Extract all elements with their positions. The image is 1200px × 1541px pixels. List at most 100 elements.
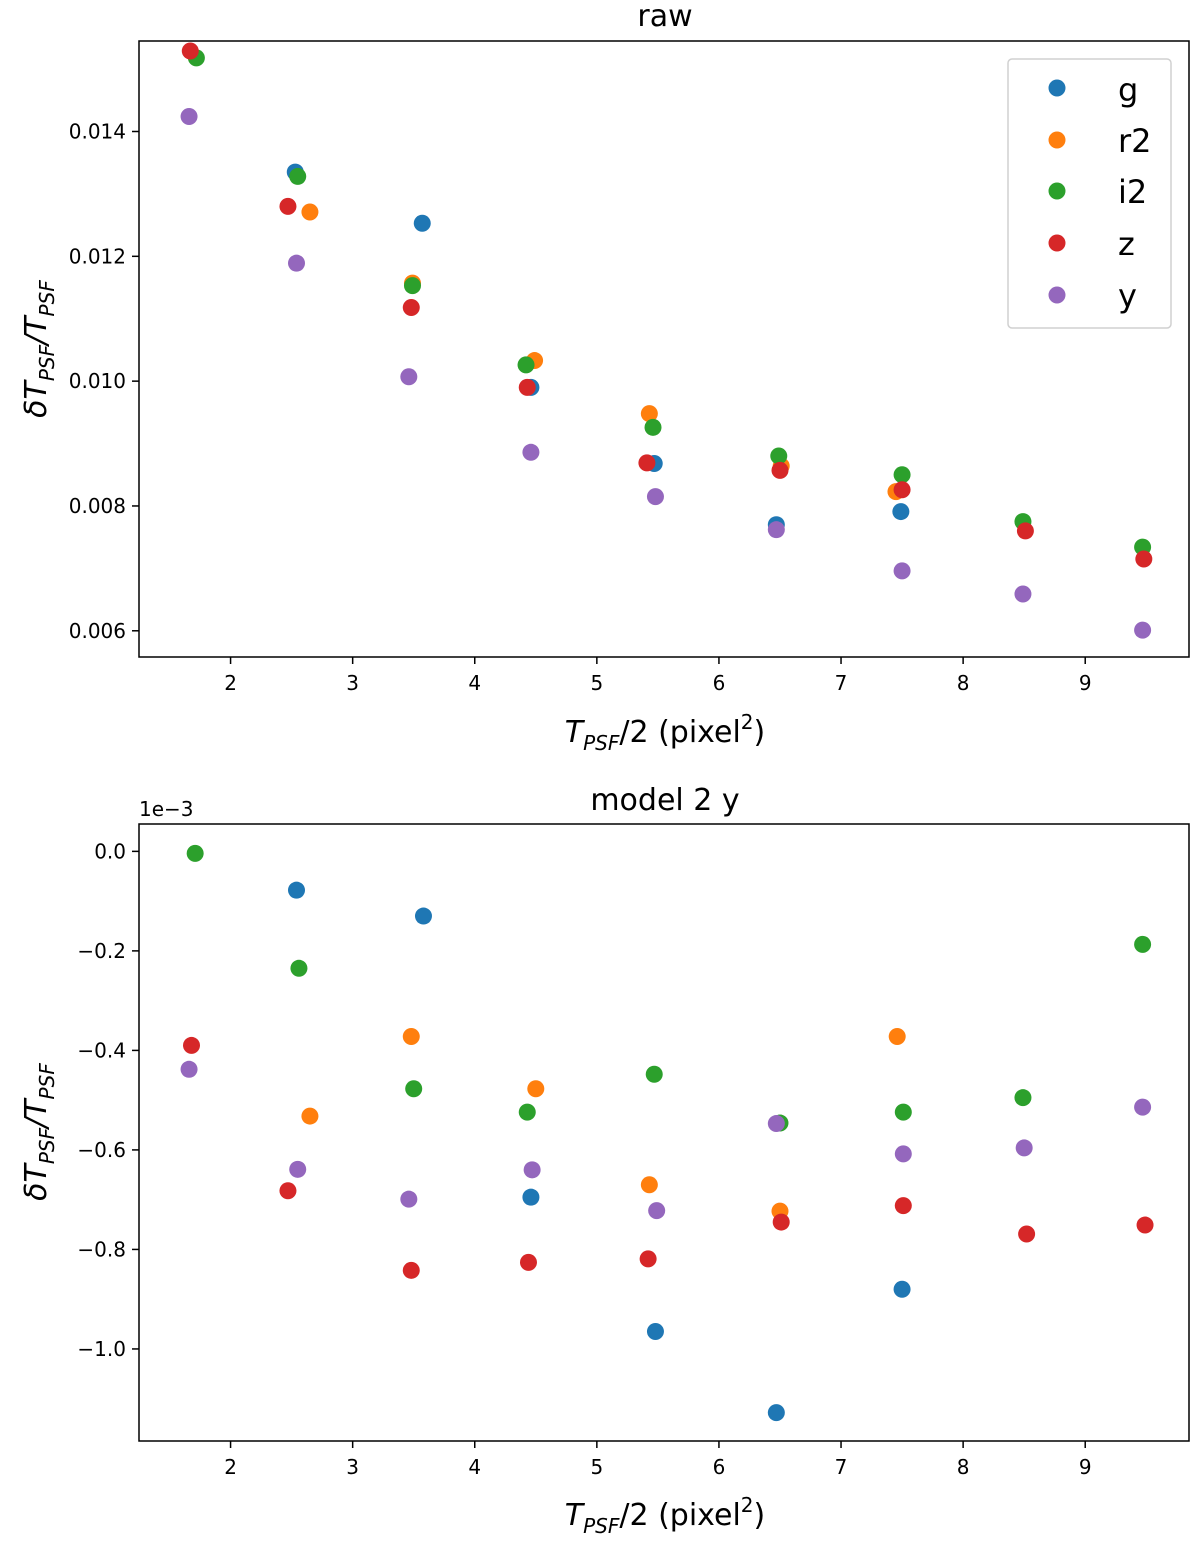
model-point-z [639,1250,657,1268]
model-x-tick-label: 6 [713,1455,726,1479]
model-point-i2 [1134,935,1152,953]
model-y-tick-label: −0.8 [77,1237,126,1261]
raw-x-ticks: 2 3 4 5 6 7 8 9 [224,657,1092,695]
raw-x-tick-label: 2 [224,671,237,695]
raw-y-axis-label: δTPSF/TPSF [19,280,59,418]
raw-point-z [1016,522,1034,540]
raw-point-z [893,481,911,499]
model-point-z [772,1213,790,1231]
raw-x-tick-label: 6 [713,671,726,695]
legend-label-z: z [1118,225,1135,263]
raw-plot-area [138,40,1190,658]
model-point-y [523,1161,541,1179]
model-y-tick-label: −1.0 [77,1337,126,1361]
raw-x-axis-label: TPSF/2 (pixel2) [565,710,765,755]
legend-marker-r2 [1048,131,1066,149]
model-x-tick-label: 2 [224,1455,237,1479]
legend-marker-i2 [1048,182,1066,200]
raw-points [180,42,1153,639]
model-point-r2 [640,1176,658,1194]
raw-x-tick-label: 8 [957,671,970,695]
legend-label-y: y [1118,277,1137,315]
raw-y-ticks: 0.006 0.008 0.010 0.012 0.014 [69,119,139,643]
model-point-y [289,1160,307,1178]
model-x-tick-label: 9 [1079,1455,1092,1479]
raw-point-y [1014,585,1032,603]
model-point-r2 [527,1080,545,1098]
model-point-y [1134,1098,1152,1116]
model-point-y [1015,1139,1033,1157]
model-point-g [522,1188,540,1206]
raw-point-z [518,378,536,396]
model-x-tick-label: 8 [957,1455,970,1479]
model-x-tick-label: 5 [590,1455,603,1479]
raw-point-i2 [517,356,535,374]
model-x-axis-label: TPSF/2 (pixel2) [565,1493,765,1538]
model-x-ticks: 2 3 4 5 6 7 8 9 [224,1441,1092,1479]
raw-point-y [522,443,540,461]
model-point-g [288,881,305,899]
model-point-y [767,1115,785,1133]
raw-point-y [288,254,305,272]
model-point-r2 [888,1027,906,1045]
raw-y-tick-label: 0.008 [69,494,126,518]
model-y-tick-label: −0.4 [77,1038,126,1062]
raw-x-tick-label: 7 [835,671,848,695]
model-point-i2 [518,1103,536,1121]
legend-marker-z [1048,234,1066,252]
y-offset-text: 1e−3 [139,797,194,821]
raw-point-i2 [893,466,911,484]
model-2-y-panel: model 2 y 1e−3 2 3 4 5 6 7 8 9 0.0 −0.2 −0.4 −0.6 −… [19,783,1190,1538]
model-y-tick-label: −0.6 [77,1138,126,1162]
model-point-y [648,1202,666,1220]
model-y-tick-label: 0.0 [94,839,126,863]
model-point-i2 [894,1103,912,1121]
model-point-i2 [645,1065,663,1083]
model-point-z [519,1253,537,1271]
model-point-y [400,1190,418,1208]
raw-x-tick-label: 3 [346,671,359,695]
model-point-g [646,1323,664,1341]
raw-point-z [638,454,656,472]
raw-point-y [400,368,418,386]
raw-point-y [646,488,664,506]
model-x-tick-label: 7 [835,1455,848,1479]
raw-point-z [771,461,789,479]
model-point-g [893,1280,911,1298]
raw-y-tick-label: 0.006 [69,619,126,643]
raw-y-tick-label: 0.010 [69,369,126,393]
raw-x-tick-label: 9 [1079,671,1092,695]
raw-point-z [279,197,297,215]
legend-label-i2: i2 [1118,173,1147,211]
model-point-r2 [301,1107,319,1125]
raw-point-g [892,503,910,521]
legend-frame [1007,58,1172,329]
raw-y-tick-label: 0.014 [69,119,126,143]
legend-marker-y [1048,286,1066,304]
model-point-i2 [290,959,308,977]
model-point-i2 [405,1080,423,1098]
model-point-z [402,1261,420,1279]
model-chart-title: model 2 y [590,783,739,818]
raw-point-r2 [301,203,319,221]
raw-x-tick-label: 5 [590,671,603,695]
legend-label-r2: r2 [1118,122,1152,160]
model-y-tick-label: −0.2 [77,939,126,963]
model-point-z [183,1036,200,1054]
legend-marker-g [1048,79,1066,97]
raw-point-i2 [403,277,421,295]
raw-point-g [413,214,431,232]
raw-point-i2 [770,447,788,465]
model-y-ticks: 0.0 −0.2 −0.4 −0.6 −0.8 −1.0 [77,839,139,1361]
model-point-z [1018,1225,1036,1243]
raw-point-r2 [640,405,658,423]
model-point-g [414,907,432,925]
raw-chart-title: raw [637,0,692,34]
raw-panel: raw 2 3 4 5 6 7 8 9 0.006 0.008 0.010 0.012 0.014 g… [19,0,1190,755]
raw-point-i2 [644,418,662,436]
model-point-i2 [1014,1089,1032,1107]
raw-y-tick-label: 0.012 [69,244,126,268]
model-point-z [279,1182,297,1200]
model-x-tick-label: 3 [346,1455,359,1479]
model-x-tick-label: 4 [468,1455,481,1479]
